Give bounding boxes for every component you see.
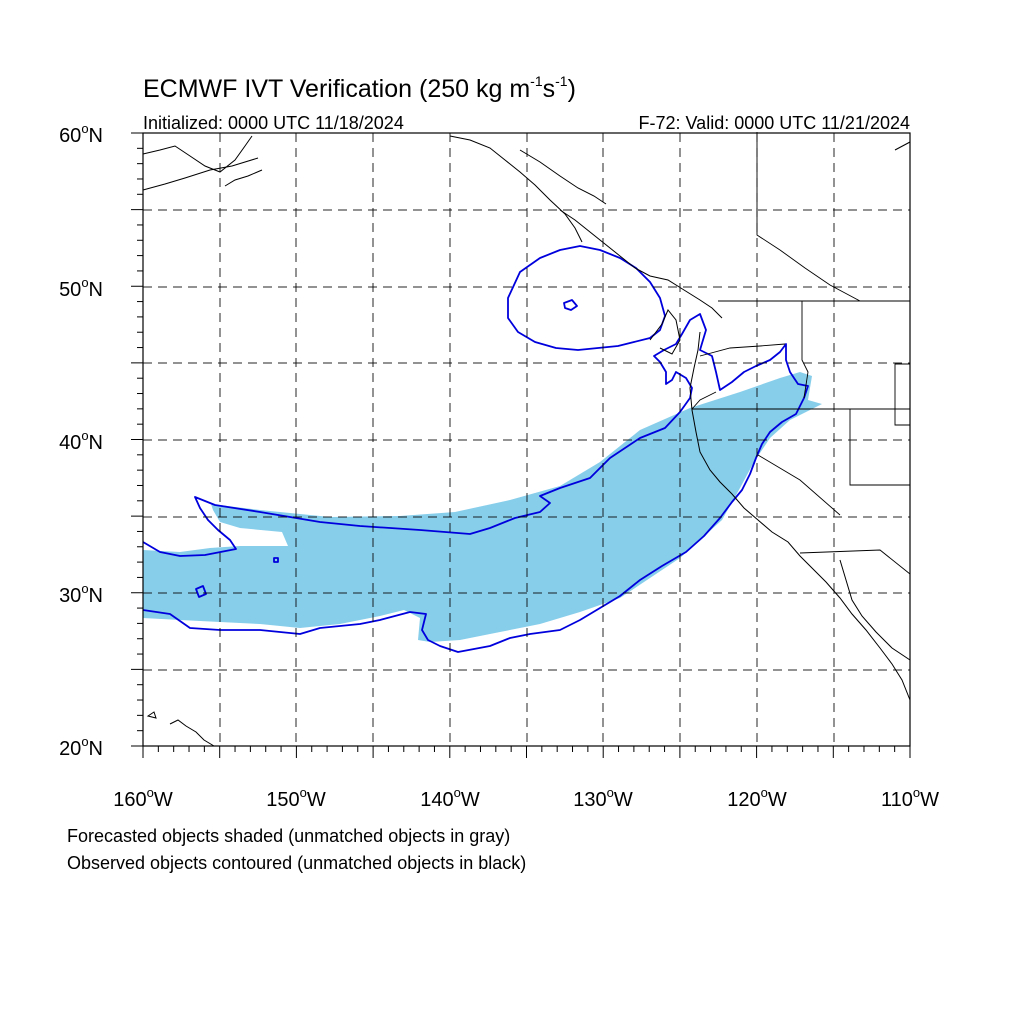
latitude-labels: 60oN 50oN 40oN 30oN 20oN	[59, 121, 103, 760]
grid-lines	[143, 133, 910, 746]
political-borders	[691, 132, 911, 575]
lon-label-120: 120oW	[727, 785, 787, 811]
lat-label-40: 40oN	[59, 428, 103, 454]
observed-object-small-3	[273, 557, 279, 563]
lon-label-130: 130oW	[573, 785, 633, 811]
observed-object-main	[142, 313, 809, 653]
observed-object-small-1	[563, 299, 578, 311]
map-title: ECMWF IVT Verification (250 kg m-1s-1)	[143, 73, 576, 103]
lon-label-160: 160oW	[113, 785, 173, 811]
forecast-object-shaded	[143, 372, 822, 642]
observed-object-north	[507, 245, 666, 351]
caption-forecast: Forecasted objects shaded (unmatched obj…	[67, 826, 510, 846]
lat-label-60: 60oN	[59, 121, 103, 147]
valid-time: F-72: Valid: 0000 UTC 11/21/2024	[639, 113, 911, 133]
lon-label-150: 150oW	[266, 785, 326, 811]
coastlines	[142, 135, 911, 747]
lat-label-30: 30oN	[59, 581, 103, 607]
lon-label-110: 110oW	[881, 785, 939, 811]
caption-observed: Observed objects contoured (unmatched ob…	[67, 853, 526, 873]
observed-object-small-2	[195, 585, 207, 598]
map-area	[131, 132, 911, 758]
initialized-time: Initialized: 0000 UTC 11/18/2024	[143, 113, 404, 133]
axis-ticks	[131, 132, 911, 758]
lon-label-140: 140oW	[420, 785, 480, 811]
lat-label-50: 50oN	[59, 275, 103, 301]
lat-label-20: 20oN	[59, 734, 103, 760]
longitude-labels: 160oW 150oW 140oW 130oW 120oW 110oW	[113, 785, 939, 811]
